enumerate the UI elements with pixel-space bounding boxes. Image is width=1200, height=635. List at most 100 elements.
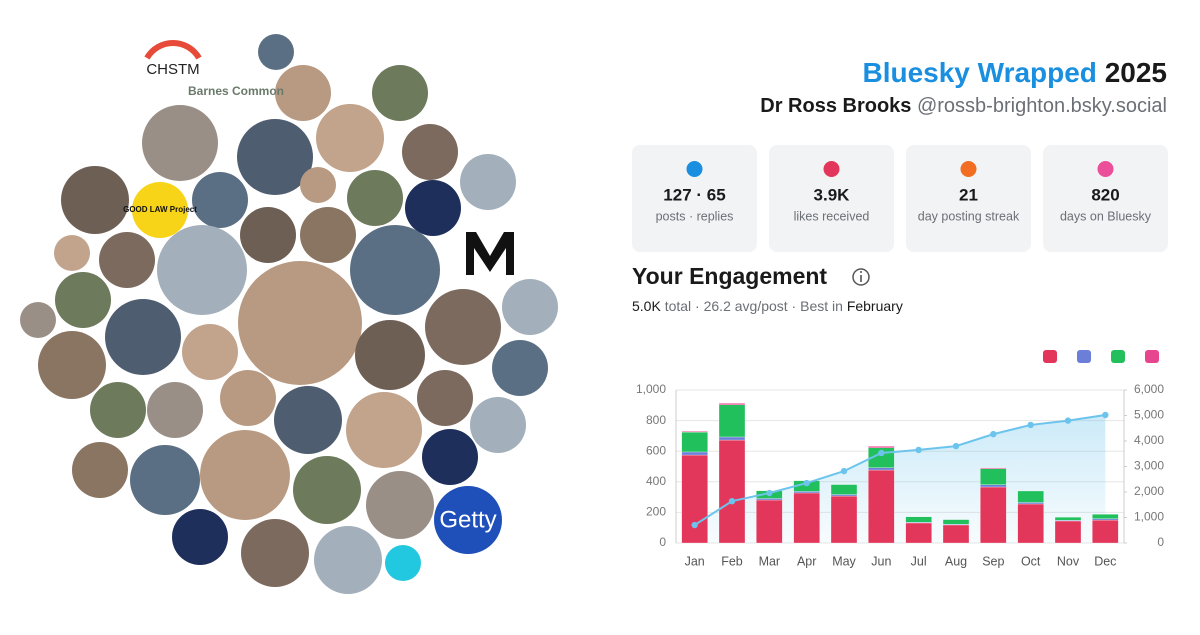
avatar[interactable] [237,119,313,195]
avatar[interactable] [61,166,129,234]
avatar[interactable] [434,486,502,554]
avatar[interactable] [130,445,200,515]
x-tick-label: Aug [945,554,967,568]
avatar[interactable] [38,331,106,399]
x-tick-label: Jun [871,554,891,568]
avatar[interactable] [417,370,473,426]
bar-segment [1092,519,1119,544]
bar-segment [868,467,895,471]
avatar-collage: CHSTM Barnes Common GOOD LAW Project Getty [20,34,558,594]
stat-card [632,145,757,252]
bar-segment [756,499,783,544]
avatar[interactable] [132,182,188,238]
avatar[interactable] [314,526,382,594]
avatar[interactable] [350,225,440,315]
line-point [691,521,698,529]
avatar[interactable] [422,429,478,485]
title-text: Bluesky Wrapped [862,57,1096,88]
avatar[interactable] [142,105,218,181]
y-tick-label: 600 [646,443,666,457]
bar-segment [942,519,970,525]
avatar[interactable] [347,170,403,226]
stat-icon [823,161,840,177]
avatar[interactable] [316,104,384,172]
avatar[interactable] [460,154,516,210]
avatar[interactable] [147,382,203,438]
y-tick-label: 0 [659,535,666,549]
avatar[interactable] [99,232,155,288]
legend [1043,350,1159,363]
stat-label: posts · replies [656,209,734,223]
avatar[interactable] [172,509,228,565]
legend-icon[interactable] [1145,350,1159,363]
avatar[interactable] [238,261,362,385]
stat-value: 21 [959,185,978,204]
line-point [952,442,960,450]
avatar[interactable] [405,180,461,236]
avatar[interactable] [293,456,361,524]
line-point [1102,411,1109,419]
title: Bluesky Wrapped 2025 [862,57,1167,88]
line-point [915,446,922,454]
avatar[interactable] [157,225,247,315]
legend-icon[interactable] [1111,350,1125,363]
avatar[interactable] [275,65,331,121]
avatar[interactable] [425,289,501,365]
avatar[interactable] [300,207,356,263]
y2-tick-label: 0 [1157,535,1164,549]
avatar[interactable] [72,442,128,498]
avatar[interactable] [492,340,548,396]
info-icon[interactable] [852,268,870,286]
avatar[interactable] [300,167,336,203]
legend-icon[interactable] [1043,350,1057,363]
avatar[interactable] [372,65,428,121]
stat-value: 820 [1091,185,1119,204]
avatar[interactable] [90,382,146,438]
stat-value: 3.9K [814,185,851,204]
avatar[interactable] [220,370,276,426]
avatar[interactable] [274,386,342,454]
logo-ring [144,39,202,60]
x-tick-label: Mar [759,554,781,568]
avatar[interactable] [258,34,294,70]
avatar[interactable] [355,320,425,390]
line-point [728,497,736,505]
avatar[interactable] [402,124,458,180]
bar-segment [980,486,1007,544]
y2-tick-label: 3,000 [1134,459,1164,473]
avatar[interactable] [240,207,296,263]
user-line: Dr Ross Brooks @rossb-brighton.bsky.soci… [760,95,1167,117]
avatar[interactable] [20,302,56,338]
line-point [1064,417,1072,424]
logo-m [466,232,514,275]
y2-tick-label: 5,000 [1134,408,1164,422]
avatar[interactable] [346,392,422,468]
x-tick-label: May [832,554,856,568]
x-tick-label: Jan [685,554,705,568]
avatar[interactable] [385,545,421,581]
bar-segment [1054,516,1082,521]
y-tick-label: 200 [646,505,666,519]
avatar[interactable] [105,299,181,375]
stat-card [906,145,1031,252]
stat-card [1043,145,1168,252]
avatar[interactable] [192,172,248,228]
avatar[interactable] [241,519,309,587]
avatar[interactable] [54,235,90,271]
bar-segment [868,446,895,448]
stat-label: day posting streak [918,209,1020,223]
avatar[interactable] [55,272,111,328]
bar-segment [681,431,708,433]
legend-icon[interactable] [1077,350,1091,363]
line-point [1027,421,1034,429]
avatar[interactable] [143,43,203,103]
stat-icon [686,161,703,177]
avatar[interactable] [470,397,526,453]
avatar[interactable] [502,279,558,335]
y-tick-label: 400 [646,474,666,488]
x-tick-label: Dec [1094,554,1116,568]
avatar[interactable] [366,471,434,539]
avatar[interactable] [200,430,290,520]
avatar[interactable] [182,324,238,380]
bar-segment [718,403,746,405]
